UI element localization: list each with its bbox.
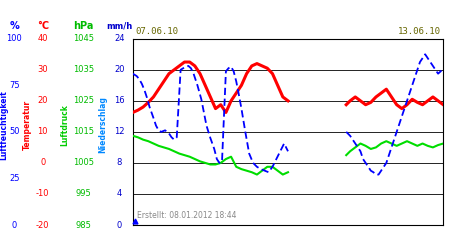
Text: %: % — [9, 21, 19, 31]
Text: 13.06.10: 13.06.10 — [398, 27, 441, 36]
Text: Luftdruck: Luftdruck — [61, 104, 70, 146]
Text: 0: 0 — [12, 220, 17, 230]
Text: -10: -10 — [36, 190, 50, 198]
Text: Erstellt: 08.01.2012 18:44: Erstellt: 08.01.2012 18:44 — [137, 211, 237, 220]
Text: 25: 25 — [9, 174, 20, 183]
Text: 4: 4 — [117, 190, 122, 198]
Text: 8: 8 — [117, 158, 122, 168]
Text: 995: 995 — [76, 190, 91, 198]
Text: 1015: 1015 — [73, 127, 94, 136]
Text: 10: 10 — [37, 127, 48, 136]
Text: 07.06.10: 07.06.10 — [135, 27, 178, 36]
Text: -20: -20 — [36, 220, 50, 230]
Text: 1045: 1045 — [73, 34, 94, 43]
Text: °C: °C — [37, 21, 49, 31]
Text: 24: 24 — [114, 34, 125, 43]
Text: 0: 0 — [40, 158, 45, 168]
Text: Temperatur: Temperatur — [22, 100, 32, 150]
Text: 20: 20 — [114, 65, 125, 74]
Text: 40: 40 — [37, 34, 48, 43]
Text: Luftfeuchtigkeit: Luftfeuchtigkeit — [0, 90, 8, 160]
Text: 1035: 1035 — [73, 65, 94, 74]
Text: hPa: hPa — [73, 21, 94, 31]
Text: 1005: 1005 — [73, 158, 94, 168]
Text: 16: 16 — [114, 96, 125, 105]
Text: mm/h: mm/h — [106, 22, 132, 31]
Text: 12: 12 — [114, 127, 125, 136]
Text: 20: 20 — [37, 96, 48, 105]
Text: 1025: 1025 — [73, 96, 94, 105]
Text: 75: 75 — [9, 81, 20, 90]
Text: 50: 50 — [9, 127, 20, 136]
Text: 0: 0 — [117, 220, 122, 230]
Text: 30: 30 — [37, 65, 48, 74]
Text: Niederschlag: Niederschlag — [98, 96, 107, 154]
Text: 100: 100 — [6, 34, 22, 43]
Text: 985: 985 — [75, 220, 91, 230]
